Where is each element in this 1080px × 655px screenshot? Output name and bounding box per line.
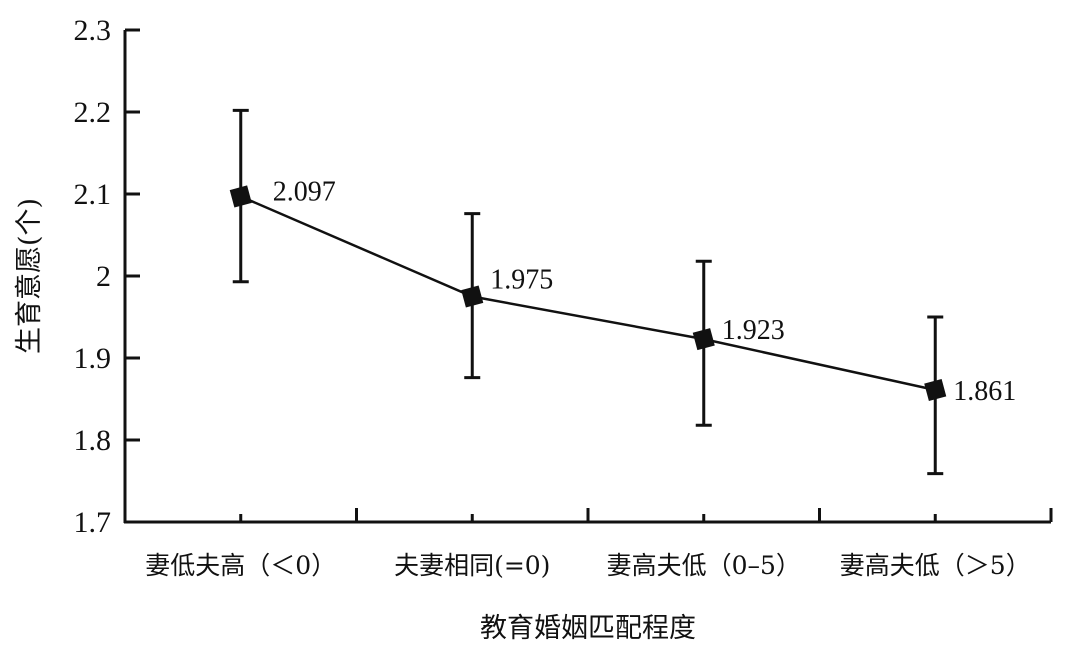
data-label: 2.097 (273, 176, 336, 207)
y-axis-title: 生育意愿(个) (14, 198, 45, 354)
data-label: 1.975 (490, 265, 553, 296)
error-bars (232, 108, 944, 476)
y-tick-label: 2.1 (74, 178, 112, 211)
y-tick-label: 1.9 (74, 342, 112, 375)
x-category-label: 夫妻相同(=0) (394, 551, 550, 580)
y-ticks: 1.7 1.8 1.9 2 2.1 2.2 2.3 (74, 14, 140, 539)
data-label: 1.923 (722, 315, 785, 346)
data-point-marker (229, 185, 252, 208)
y-tick-label: 1.8 (74, 424, 112, 457)
data-point-marker (924, 378, 947, 402)
y-tick-label: 1.7 (74, 506, 112, 539)
x-category-label: 妻低夫高（＜0） (145, 551, 336, 580)
x-category-label: 妻高夫低（0–5） (607, 551, 801, 580)
series-line (240, 195, 936, 392)
y-tick-label: 2 (96, 260, 111, 293)
data-point-marker (692, 328, 715, 351)
series-polyline (240, 195, 936, 392)
y-tick-label: 2.2 (74, 96, 112, 129)
y-tick-label: 2.3 (74, 14, 112, 47)
x-axis-title: 教育婚姻匹配程度 (480, 613, 696, 644)
markers (229, 185, 947, 402)
x-category-label: 妻高夫低（＞5） (840, 551, 1031, 580)
axes (123, 30, 1051, 524)
data-label: 1.861 (953, 376, 1016, 407)
data-labels: 2.097 1.975 1.923 1.861 (273, 176, 1017, 407)
data-point-marker (461, 285, 484, 308)
x-ticks: 妻低夫高（＜0） 夫妻相同(=0) 妻高夫低（0–5） 妻高夫低（＞5） (145, 508, 1053, 580)
